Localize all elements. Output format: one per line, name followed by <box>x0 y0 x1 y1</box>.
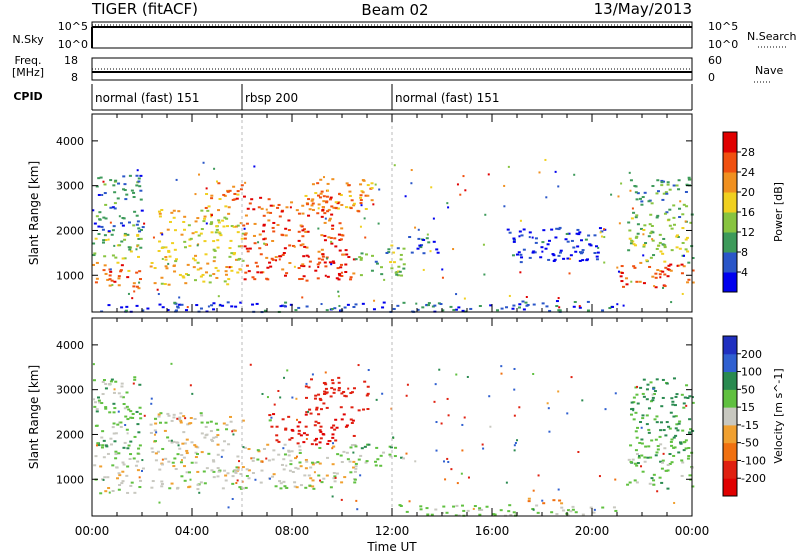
colorbar-tick: 28 <box>741 146 755 159</box>
y-axis-title: Slant Range [km] <box>27 365 41 469</box>
nsky-ytick-bottom: 10^0 <box>58 38 88 51</box>
cpid-row: CPID normal (fast) 151 rbsp 200 normal (fa… <box>13 84 693 111</box>
y-tick-label: 1000 <box>56 473 84 486</box>
station-title: TIGER (fitACF) <box>91 0 198 18</box>
y-tick-label: 3000 <box>56 384 84 397</box>
x-tick-label: 00:00 <box>675 524 710 538</box>
colorbar-tick: 24 <box>741 166 755 179</box>
colorbar-tick: 20 <box>741 186 755 199</box>
freq-label: Freq. <box>14 54 41 67</box>
velocity-panel: 1000 2000 3000 4000 Slant Range [km] 200 100 50… <box>27 317 785 517</box>
colorbar-tick: 4 <box>741 266 748 279</box>
colorbar: 4 8 12 16 20 24 28 Power [dB] <box>722 131 785 293</box>
freq-ytick-bottom: 8 <box>71 71 78 84</box>
x-tick-label: 00:00 <box>75 524 110 538</box>
y-tick-label: 3000 <box>56 180 84 193</box>
y-tick-label: 2000 <box>56 428 84 441</box>
y-axis-title: Slant Range [km] <box>27 161 41 265</box>
colorbar-tick: 15 <box>741 401 755 414</box>
data-cluster-12 <box>392 300 615 313</box>
colorbar-tick: 8 <box>741 246 748 259</box>
speckle-points <box>92 362 694 511</box>
x-tick-label: 16:00 <box>475 524 510 538</box>
nsky-label: N.Sky <box>12 33 44 46</box>
colorbar-tick: -200 <box>741 472 766 485</box>
data-cluster-1 <box>92 230 143 264</box>
x-tick-label: 20:00 <box>575 524 610 538</box>
data-cluster-9 <box>354 244 406 277</box>
y-tick-label: 2000 <box>56 224 84 237</box>
data-cluster-2 <box>93 174 145 233</box>
nsky-ytick-top: 10^5 <box>58 20 88 33</box>
data-cluster-3 <box>149 261 243 286</box>
colorbar-tick: 16 <box>741 206 755 219</box>
cpid-segment-2: normal (fast) 151 <box>395 91 499 105</box>
colorbar-tick: 100 <box>741 366 762 379</box>
data-cluster-8 <box>527 497 564 505</box>
freq-ytick-top: 18 <box>64 54 78 67</box>
data-cluster-2 <box>149 412 245 491</box>
colorbar-title: Velocity [m s^-1] <box>772 368 785 463</box>
data-cluster-13 <box>619 261 695 289</box>
freq-unit: [MHz] <box>12 66 44 79</box>
speckle-points <box>92 158 687 309</box>
data-cluster-10 <box>629 377 695 441</box>
x-tick-label: 12:00 <box>375 524 410 538</box>
nsky-rtick-bottom: 10^0 <box>708 38 738 51</box>
colorbar-title: Power [dB] <box>772 182 785 242</box>
data-cluster-11 <box>506 226 607 264</box>
freq-panel: Freq. [MHz] 18 8 60 0 Nave <box>12 54 784 84</box>
x-axis: 00:00 04:00 08:00 12:00 16:00 20:00 00:00 <box>75 524 710 538</box>
nsearch-label: N.Search <box>747 30 797 43</box>
nave-ytick-bottom: 0 <box>708 71 715 84</box>
data-cluster-10 <box>408 236 440 255</box>
data-cluster-6 <box>243 244 356 282</box>
data-cluster-5 <box>304 376 370 414</box>
data-cluster-6 <box>354 443 406 468</box>
y-tick-label: 4000 <box>56 339 84 352</box>
data-cluster-5 <box>204 182 244 209</box>
cpid-label: CPID <box>13 90 42 103</box>
colorbar-tick: -15 <box>741 419 759 432</box>
nsky-rtick-top: 10^5 <box>708 20 738 33</box>
data-cluster-4 <box>268 412 356 446</box>
data-cluster-0 <box>92 261 142 290</box>
colorbar: 200 100 50 15 -15 -50 -100 -200 Velocity [m s^-1… <box>722 335 785 497</box>
colorbar-tick: -50 <box>741 437 759 450</box>
beam-title: Beam 02 <box>361 1 428 19</box>
date-title: 13/May/2013 <box>594 0 692 18</box>
y-tick-label: 1000 <box>56 269 84 282</box>
x-axis-title: Time UT <box>366 540 417 554</box>
data-cluster-3 <box>242 443 358 490</box>
data-cluster-1 <box>92 376 143 455</box>
nave-label: Nave <box>755 64 783 77</box>
power-panel: 1000 2000 3000 4000 Slant Range [km] 4 8 12 16 20… <box>27 113 785 314</box>
nsky-panel: N.Sky 10^5 10^0 10^5 10^0 N.Search <box>12 20 796 51</box>
nave-ytick-top: 60 <box>708 54 722 67</box>
x-tick-label: 04:00 <box>175 524 210 538</box>
colorbar-tick: 200 <box>741 348 762 361</box>
cpid-segment-0: normal (fast) 151 <box>95 91 199 105</box>
y-tick-label: 4000 <box>56 135 84 148</box>
colorbar-tick: -100 <box>741 454 766 467</box>
colorbar-tick: 12 <box>741 226 755 239</box>
cpid-segment-1: rbsp 200 <box>245 91 298 105</box>
colorbar-tick: 50 <box>741 383 755 396</box>
data-cluster-0 <box>93 452 145 495</box>
x-tick-label: 08:00 <box>275 524 310 538</box>
